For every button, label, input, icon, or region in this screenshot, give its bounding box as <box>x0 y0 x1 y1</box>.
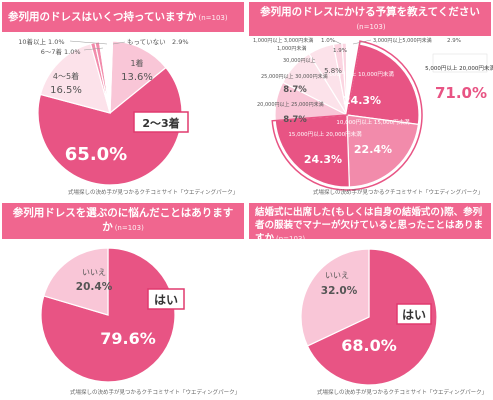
pie-slice <box>37 66 183 186</box>
pie-slice <box>346 114 420 188</box>
chart-title: 参列用のドレスはいくつ持っていますか (n=103) <box>2 2 244 32</box>
pie-slice <box>306 248 438 386</box>
chart-panel-dress-budget: 参列用のドレスにかける予算を教えてください (n=103) 5,000円以上 10… <box>247 0 493 200</box>
data-label: 20.4% <box>76 281 113 293</box>
data-label: 1着 <box>130 58 143 68</box>
data-label: 1,000円以上 3,000円未満 <box>253 37 313 44</box>
chart-panel-guest-manners: 結婚式に出席した(もしくは自身の結婚式の)際、参列者の服装でマナーが欠けていると… <box>247 201 493 400</box>
pie-slice <box>43 247 109 316</box>
callout-box <box>133 111 189 133</box>
sample-size: (n=103) <box>356 23 386 31</box>
pie-slice <box>346 43 420 126</box>
data-label: 8.7% <box>283 85 307 95</box>
pie-slice <box>109 40 167 115</box>
leader-line <box>83 47 104 51</box>
pie-slice <box>98 40 114 114</box>
chart-title: 参列用のドレスにかける予算を教えてください (n=103) <box>249 2 491 36</box>
chart-title-text: 結婚式に出席した(もしくは自身の結婚式の)際、参列者の服装でマナーが欠けていると… <box>255 207 484 244</box>
chart-title: 結婚式に出席した(もしくは自身の結婚式の)際、参列者の服装でマナーが欠けていると… <box>249 203 491 244</box>
data-label: はい <box>154 293 178 307</box>
source-credit: 式場探しの決め手が見つかるクチコミサイト「ウエディングパーク」 <box>317 390 488 396</box>
data-label: 13.6% <box>121 72 153 83</box>
data-label: 10着以上 <box>18 37 46 46</box>
sample-size: (n=103) <box>114 224 144 232</box>
data-label: 1.9% <box>333 48 347 54</box>
data-label: 5,000円以上 10,000円未満 <box>324 70 394 78</box>
callout-value: 71.0% <box>435 84 487 102</box>
callout-label: 5,000円以上 20,000円未満 <box>425 64 493 72</box>
pie-chart-dress-worry: いいえ 20.4% はい 79.6% <box>40 247 185 383</box>
chart-panel-dress-worry: 参列用ドレスを選ぶのに悩んだことはありますか (n=103) いいえ 20.4% はい… <box>0 201 246 400</box>
data-label: 1.0% <box>64 48 81 56</box>
data-label: 1.0% <box>321 38 335 44</box>
data-label: 30,000円以上 <box>283 57 316 64</box>
source-credit: 式場探しの決め手が見つかるクチコミサイト「ウエディングパーク」 <box>313 190 484 196</box>
callout-box <box>432 53 488 73</box>
pie-chart-guest-manners: いいえ 32.0% はい 68.0% <box>300 248 438 386</box>
pie-slice <box>39 42 111 114</box>
data-label: 24.3% <box>343 94 381 107</box>
pie-slice <box>40 247 176 383</box>
pie-slice <box>274 114 350 188</box>
sample-size: (n=103) <box>276 235 306 243</box>
chart-title-text: 参列用ドレスを選ぶのに悩んだことはありますか <box>12 207 234 233</box>
data-label: 65.0% <box>65 144 127 165</box>
data-label: 8.7% <box>283 115 307 125</box>
leader-line <box>112 41 126 45</box>
data-label: 2.9% <box>447 38 461 44</box>
data-label: もっていない <box>127 38 166 46</box>
leader-line <box>332 39 342 45</box>
data-label: 1.0% <box>48 38 65 46</box>
data-label: 68.0% <box>341 336 397 355</box>
data-label: 25,000円以上 30,000円未満 <box>261 73 328 80</box>
data-label: 32.0% <box>321 285 358 297</box>
data-label: 16.5% <box>50 85 82 96</box>
data-label: 79.6% <box>100 329 156 348</box>
data-label: いいえ <box>325 271 349 280</box>
chart-title-text: 参列用のドレスはいくつ持っていますか <box>8 11 197 23</box>
data-label: 24.3% <box>304 153 342 166</box>
chart-panel-dress-count: 参列用のドレスはいくつ持っていますか (n=103) 1着 13.6% 4〜5着 16.… <box>0 0 246 200</box>
data-label: 2.9% <box>172 38 189 46</box>
leader-line <box>69 40 108 45</box>
leader-line <box>352 39 372 45</box>
data-label: 2〜3着 <box>142 116 179 130</box>
sample-size: (n=103) <box>198 14 228 22</box>
data-label: いいえ <box>82 268 106 277</box>
data-label: はい <box>402 308 426 322</box>
data-label: 15,000円以上 20,000円未満 <box>288 130 362 138</box>
data-label: 20,000円以上 25,000円未満 <box>257 101 324 108</box>
chart-title-text: 参列用のドレスにかける予算を教えてください <box>260 6 480 18</box>
data-label: 5.8% <box>324 67 342 75</box>
chart-title: 参列用ドレスを選ぶのに悩んだことはありますか (n=103) <box>2 203 244 239</box>
data-label: 6〜7着 <box>41 47 63 56</box>
data-label: 3,000円以上5,000円未満 <box>373 37 432 44</box>
pie-slice <box>300 248 370 347</box>
data-label: 4〜5着 <box>53 71 79 81</box>
source-credit: 式場探しの決め手が見つかるクチコミサイト「ウエディングパーク」 <box>70 390 241 396</box>
highlight-outline <box>271 40 423 191</box>
data-label: 22.4% <box>354 143 392 156</box>
data-label: 10,000円以上 15,000円未満 <box>336 118 410 126</box>
callout-box <box>396 303 432 325</box>
data-label: 1,000円未満 <box>277 45 306 52</box>
pie-chart-dress-budget: 5,000円以上 10,000円未満 24.3% 10,000円以上 15,000円… <box>253 37 493 191</box>
source-credit: 式場探しの決め手が見つかるクチコミサイト「ウエディングパーク」 <box>68 190 239 196</box>
callout-box <box>147 288 185 310</box>
